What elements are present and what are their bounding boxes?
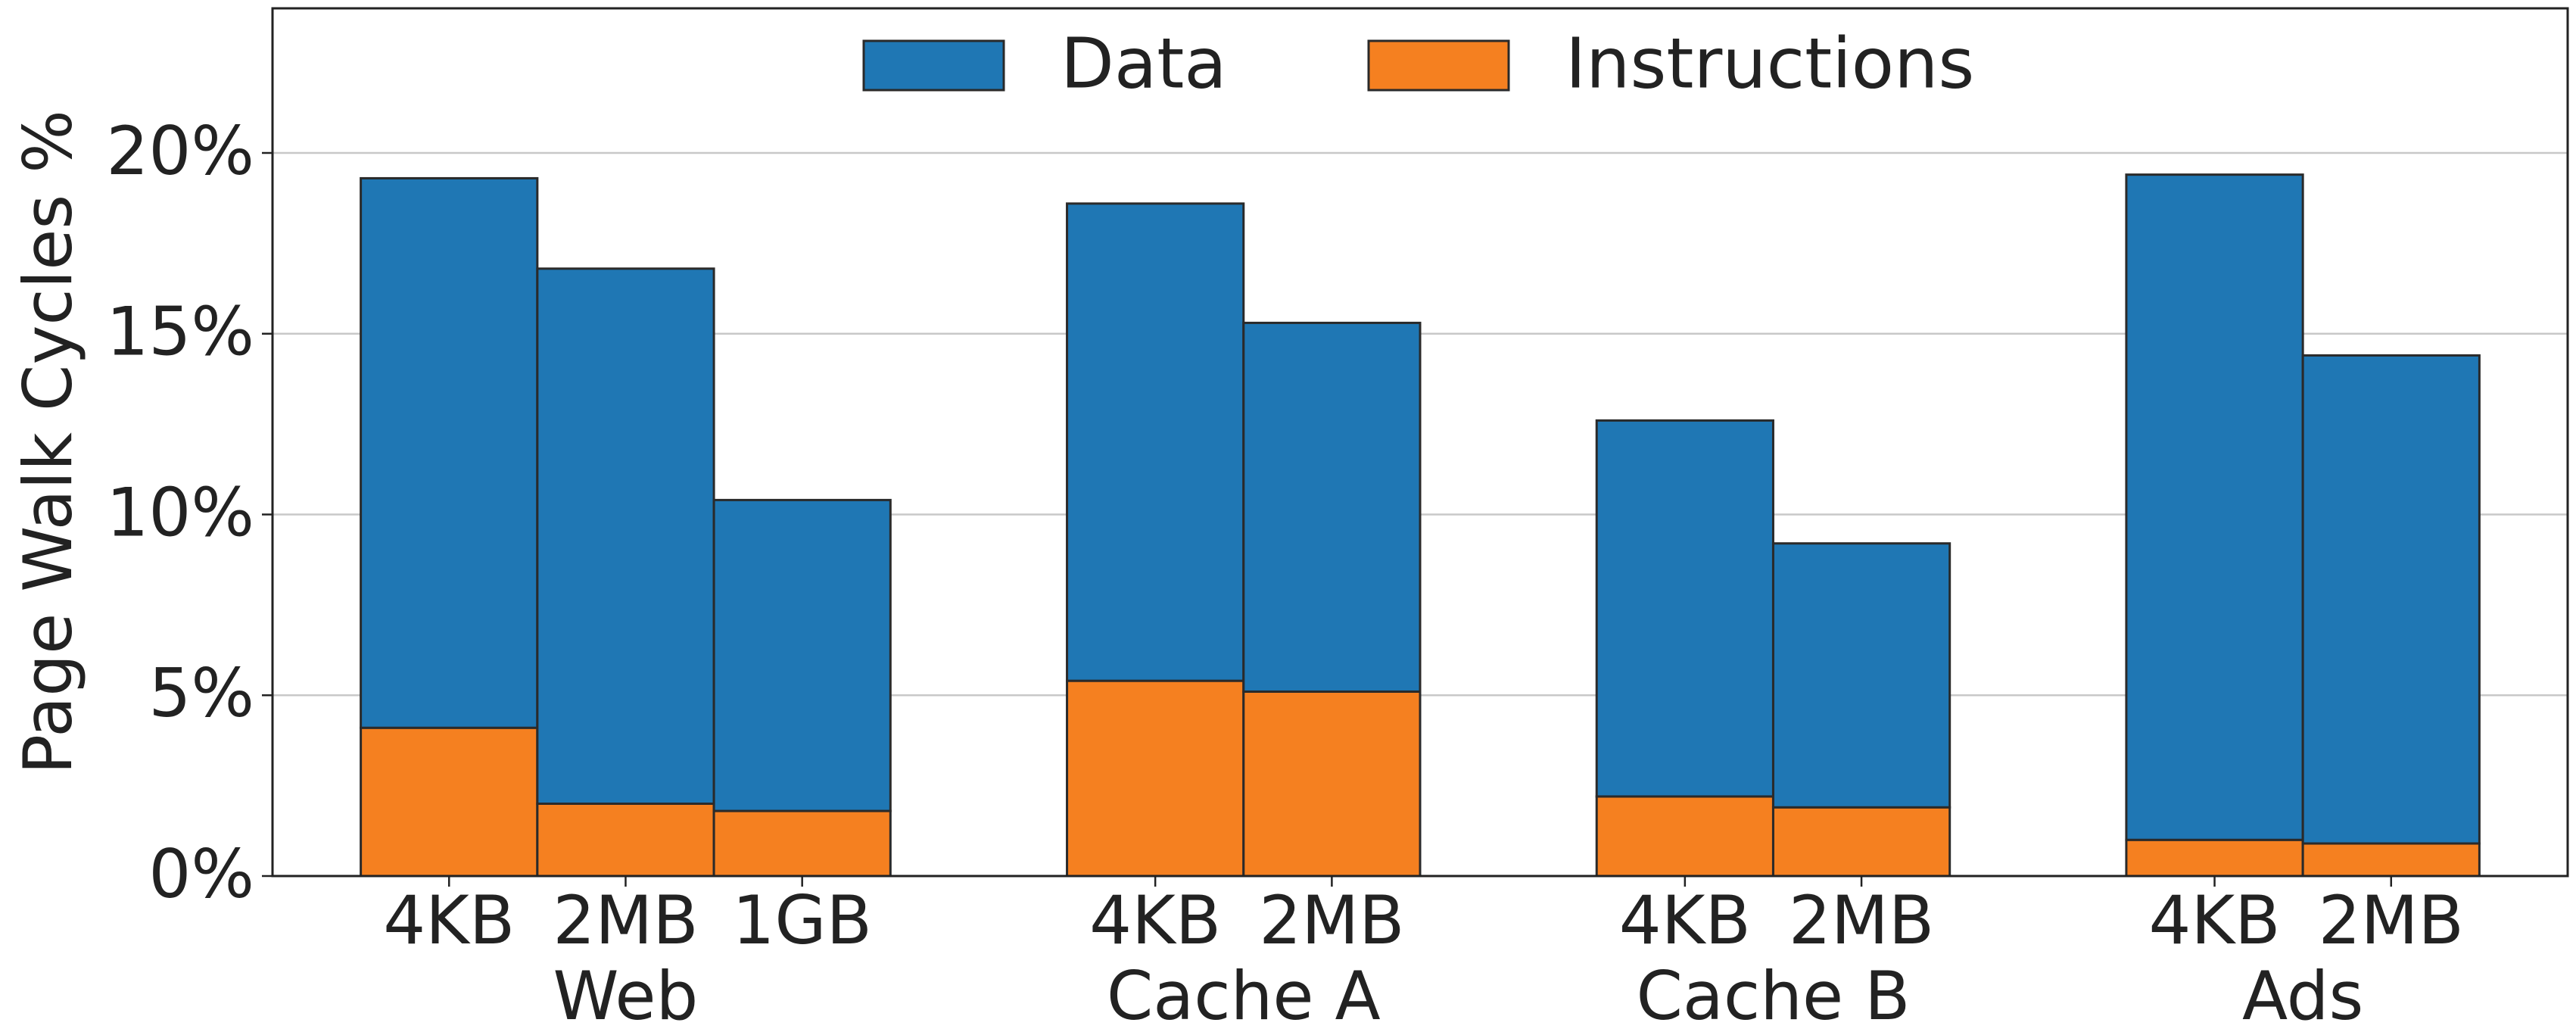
bar-segment: [712, 498, 892, 812]
legend-label: Data: [1061, 23, 1227, 104]
y-axis-label: Page Walk Cycles %: [9, 110, 87, 775]
bar-segment: [2125, 173, 2304, 841]
legend-swatch: [862, 39, 1005, 92]
x-tick-label: 4KB: [1619, 881, 1751, 959]
y-tick-label: 5%: [148, 654, 254, 732]
bar-segment: [1771, 806, 1951, 878]
plot-frame: [271, 7, 2569, 878]
bar-segment: [1771, 542, 1951, 809]
x-tick-label: 2MB: [1789, 881, 1934, 959]
y-tick-label: 15%: [106, 293, 254, 371]
legend-label: Instructions: [1565, 23, 1974, 104]
bar-segment: [1066, 202, 1245, 682]
bar-segment: [2301, 842, 2481, 878]
bar-segment: [1066, 679, 1245, 878]
legend-swatch: [1367, 39, 1510, 92]
bar-segment: [712, 809, 892, 878]
bar-segment: [2301, 354, 2481, 845]
x-tick-label: 2MB: [2319, 881, 2464, 959]
x-tick-label: 2MB: [553, 881, 698, 959]
bar-segment: [2125, 838, 2304, 878]
group-label: Web: [553, 957, 699, 1032]
group-label: Cache B: [1636, 957, 1910, 1032]
y-tick-label: 0%: [148, 835, 254, 913]
bar-segment: [536, 267, 715, 805]
y-tick-label: 20%: [106, 112, 254, 190]
x-tick-label: 1GB: [732, 881, 872, 959]
group-label: Ads: [2242, 957, 2363, 1032]
bar-segment: [536, 803, 715, 878]
bar-segment: [1242, 690, 1422, 878]
bar-segment: [1242, 321, 1422, 693]
bar-segment: [1595, 795, 1774, 878]
x-tick-label: 2MB: [1259, 881, 1404, 959]
x-tick-label: 4KB: [2148, 881, 2280, 959]
bar-segment: [360, 726, 539, 878]
y-tick-label: 10%: [106, 473, 254, 551]
bar-segment: [360, 176, 539, 729]
bar-segment: [1595, 419, 1774, 798]
x-tick-label: 4KB: [1089, 881, 1221, 959]
x-tick-label: 4KB: [383, 881, 515, 959]
group-label: Cache A: [1107, 957, 1381, 1032]
